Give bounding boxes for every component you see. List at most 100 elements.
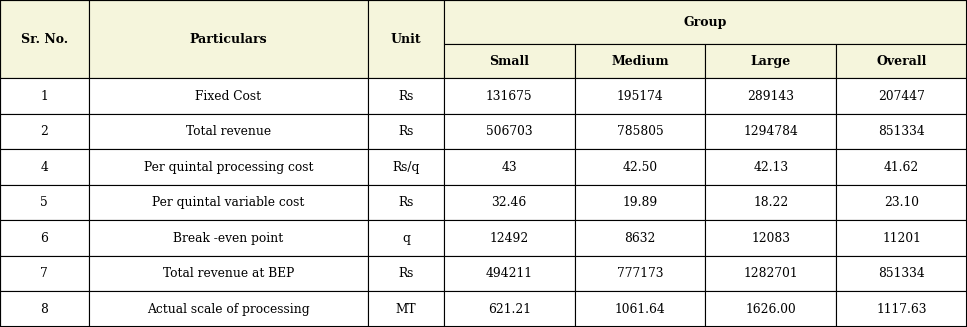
Bar [444, 291, 574, 327]
Text: 42.13: 42.13 [753, 161, 788, 174]
Text: 7: 7 [41, 267, 48, 280]
Bar [836, 78, 967, 114]
Bar [0, 0, 89, 78]
Text: 1061.64: 1061.64 [615, 303, 665, 316]
Text: 19.89: 19.89 [623, 196, 658, 209]
Bar [0, 78, 89, 114]
Text: 2: 2 [41, 125, 48, 138]
Text: Per quintal variable cost: Per quintal variable cost [152, 196, 305, 209]
Text: Unit: Unit [391, 33, 422, 46]
Text: 621.21: 621.21 [487, 303, 531, 316]
Bar [705, 114, 836, 149]
Bar [368, 291, 444, 327]
Bar [574, 291, 705, 327]
Text: Actual scale of processing: Actual scale of processing [147, 303, 309, 316]
Bar [836, 114, 967, 149]
Text: Rs: Rs [398, 267, 414, 280]
Text: 5: 5 [41, 196, 48, 209]
Text: 851334: 851334 [878, 125, 925, 138]
Bar [444, 0, 967, 44]
Bar [705, 220, 836, 256]
Text: Rs/q: Rs/q [393, 161, 420, 174]
Text: 494211: 494211 [485, 267, 533, 280]
Bar [705, 291, 836, 327]
Text: Particulars: Particulars [190, 33, 267, 46]
Bar [89, 185, 368, 220]
Text: 506703: 506703 [485, 125, 533, 138]
Bar [444, 220, 574, 256]
Text: Sr. No.: Sr. No. [20, 33, 68, 46]
Text: 41.62: 41.62 [884, 161, 920, 174]
Bar [574, 149, 705, 185]
Text: 207447: 207447 [878, 90, 925, 103]
Bar [444, 44, 574, 78]
Bar [836, 220, 967, 256]
Bar [705, 185, 836, 220]
Text: Large: Large [750, 55, 791, 68]
Bar [89, 291, 368, 327]
Bar [574, 44, 705, 78]
Bar [574, 256, 705, 291]
Bar [368, 220, 444, 256]
Text: 11201: 11201 [882, 232, 921, 245]
Text: Rs: Rs [398, 90, 414, 103]
Bar [368, 185, 444, 220]
Bar [89, 114, 368, 149]
Bar [444, 256, 574, 291]
Bar [444, 149, 574, 185]
Bar [574, 220, 705, 256]
Text: 32.46: 32.46 [491, 196, 527, 209]
Text: Total revenue at BEP: Total revenue at BEP [162, 267, 294, 280]
Text: 12083: 12083 [751, 232, 790, 245]
Bar [89, 256, 368, 291]
Bar [0, 256, 89, 291]
Bar [89, 78, 368, 114]
Text: Group: Group [684, 16, 727, 28]
Bar [836, 256, 967, 291]
Text: 1282701: 1282701 [744, 267, 798, 280]
Text: 42.50: 42.50 [623, 161, 658, 174]
Text: 131675: 131675 [485, 90, 533, 103]
Text: Break -even point: Break -even point [173, 232, 283, 245]
Bar [89, 149, 368, 185]
Text: 18.22: 18.22 [753, 196, 788, 209]
Text: 1117.63: 1117.63 [876, 303, 926, 316]
Bar [0, 149, 89, 185]
Bar [574, 114, 705, 149]
Bar [368, 149, 444, 185]
Bar [444, 185, 574, 220]
Text: 195174: 195174 [617, 90, 663, 103]
Bar [368, 78, 444, 114]
Bar [89, 220, 368, 256]
Text: 1626.00: 1626.00 [746, 303, 796, 316]
Bar [0, 291, 89, 327]
Text: Per quintal processing cost: Per quintal processing cost [144, 161, 313, 174]
Bar [444, 114, 574, 149]
Bar [0, 220, 89, 256]
Bar [444, 78, 574, 114]
Text: 6: 6 [41, 232, 48, 245]
Text: 1294784: 1294784 [744, 125, 798, 138]
Bar [836, 291, 967, 327]
Text: Rs: Rs [398, 125, 414, 138]
Bar [0, 185, 89, 220]
Text: 4: 4 [41, 161, 48, 174]
Text: Rs: Rs [398, 196, 414, 209]
Bar [836, 149, 967, 185]
Bar [574, 185, 705, 220]
Bar [368, 114, 444, 149]
Text: Total revenue: Total revenue [186, 125, 271, 138]
Bar [705, 256, 836, 291]
Text: Overall: Overall [876, 55, 926, 68]
Text: 12492: 12492 [489, 232, 529, 245]
Text: Fixed Cost: Fixed Cost [195, 90, 261, 103]
Text: Small: Small [489, 55, 529, 68]
Text: MT: MT [396, 303, 417, 316]
Text: 851334: 851334 [878, 267, 925, 280]
Text: 8: 8 [41, 303, 48, 316]
Bar [705, 78, 836, 114]
Bar [836, 44, 967, 78]
Text: 1: 1 [41, 90, 48, 103]
Text: Medium: Medium [611, 55, 669, 68]
Text: 23.10: 23.10 [884, 196, 919, 209]
